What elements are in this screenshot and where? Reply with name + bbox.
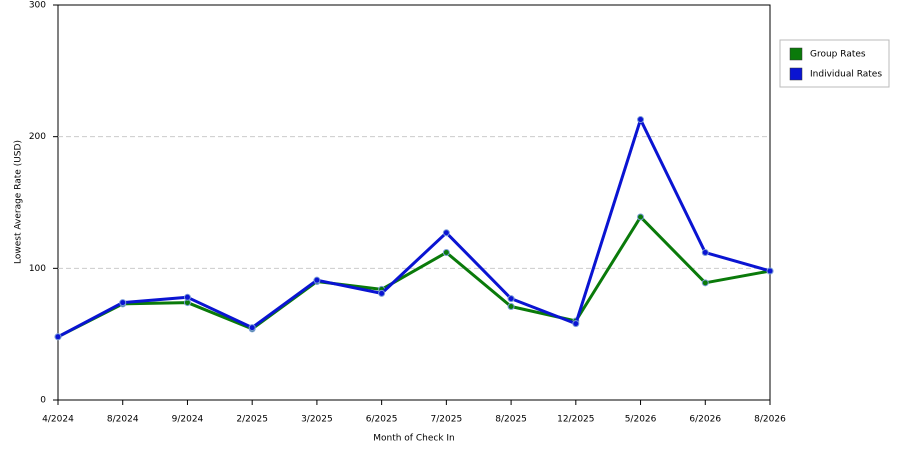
series-line [57,215,771,339]
data-point [248,324,256,332]
legend-label: Individual Rates [810,70,882,80]
y-tick-label: 0 [40,396,46,406]
legend-swatch [789,67,803,81]
data-point [507,295,515,303]
legend-swatch [789,47,803,61]
y-tick-label: 100 [29,264,46,274]
x-tick-label: 8/2024 [107,415,139,425]
data-point [442,229,450,237]
data-point [701,279,709,287]
data-point [637,116,645,124]
data-point [442,249,450,257]
data-point [183,293,191,301]
y-tick-label: 200 [29,132,46,142]
x-tick-label: 6/2026 [689,415,721,425]
data-point [572,320,580,328]
data-point [766,267,774,275]
series-line [57,118,771,339]
y-tick-label: 300 [29,1,46,11]
x-tick-label: 9/2024 [172,415,204,425]
x-tick-label: 8/2026 [754,415,786,425]
plot-frame [57,4,771,401]
x-tick-label: 3/2025 [301,415,333,425]
x-tick-label: 6/2025 [366,415,398,425]
data-point [54,333,62,341]
x-tick-label: 12/2025 [557,415,594,425]
x-tick-label: 7/2025 [431,415,463,425]
data-point [507,303,515,311]
x-tick-label: 5/2026 [625,415,657,425]
data-point [701,249,709,257]
data-point [119,299,127,307]
y-axis-title: Lowest Average Rate (USD) [14,140,24,264]
legend-label: Group Rates [810,50,866,60]
data-point [637,213,645,221]
x-axis-title: Month of Check In [373,434,455,444]
data-point [313,276,321,284]
data-point [378,289,386,297]
x-tick-label: 2/2025 [236,415,268,425]
x-tick-label: 4/2024 [42,415,74,425]
x-tick-label: 8/2025 [495,415,527,425]
